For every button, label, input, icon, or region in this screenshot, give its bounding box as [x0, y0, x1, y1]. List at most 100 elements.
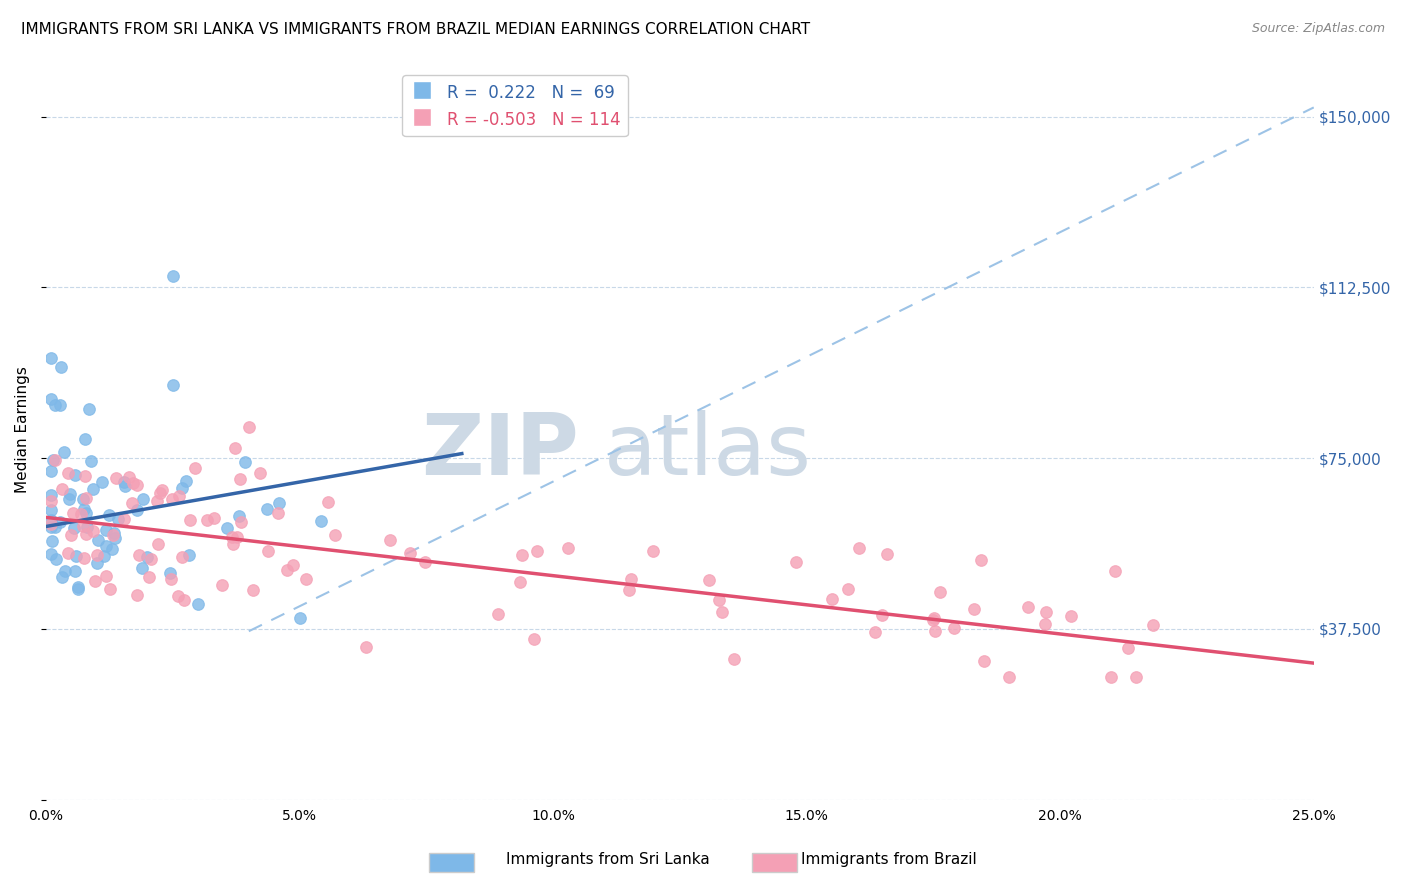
Point [1116, 640, 1139, 655]
Point [231, 516, 253, 530]
Point [86, 556, 108, 570]
Point [101, 542, 124, 557]
Point [72, 519, 94, 533]
Point [224, 441, 246, 455]
Point [323, 528, 346, 542]
Point [943, 621, 966, 635]
Point [59, 486, 82, 500]
Point [922, 613, 945, 627]
Point [380, 533, 402, 547]
Point [202, 511, 225, 525]
Point [65, 549, 87, 564]
Point [848, 541, 870, 556]
Point [557, 541, 579, 555]
Point [215, 521, 238, 535]
Point [256, 544, 278, 558]
Point [44, 399, 66, 413]
Point [73, 551, 96, 566]
Point [73, 468, 96, 483]
Point [39, 547, 62, 561]
Point [39, 494, 62, 508]
Point [39, 516, 62, 531]
Point [96, 569, 118, 583]
Point [184, 460, 207, 475]
Point [67, 582, 90, 597]
Point [49, 515, 72, 529]
Point [785, 555, 807, 569]
Point [288, 610, 311, 624]
Point [179, 548, 201, 562]
Point [510, 549, 533, 563]
Point [98, 582, 121, 597]
Point [39, 502, 62, 516]
Point [39, 488, 62, 502]
Point [73, 501, 96, 516]
Point [42, 453, 65, 467]
Point [132, 491, 155, 506]
Point [122, 476, 145, 491]
Point [118, 469, 141, 483]
Point [105, 471, 128, 485]
Point [998, 670, 1021, 684]
Point [58, 492, 80, 507]
Point [104, 531, 127, 545]
Point [98, 508, 121, 522]
Point [238, 419, 260, 434]
Point [723, 652, 745, 666]
Point [311, 514, 333, 528]
Text: ZIP: ZIP [420, 410, 578, 493]
Point [125, 503, 148, 517]
Point [138, 570, 160, 584]
Point [148, 537, 170, 551]
Point [66, 580, 89, 594]
Point [187, 597, 209, 611]
Point [103, 526, 125, 541]
Point [222, 537, 245, 551]
Point [267, 496, 290, 510]
Point [145, 494, 167, 508]
Point [136, 549, 159, 564]
Point [72, 491, 94, 506]
Point [73, 432, 96, 446]
Point [58, 546, 80, 560]
Point [970, 553, 993, 567]
Point [94, 524, 117, 538]
Point [162, 268, 184, 283]
Point [256, 501, 278, 516]
Point [139, 552, 162, 566]
Point [128, 548, 150, 562]
Point [125, 588, 148, 602]
Text: Immigrants from Sri Lanka: Immigrants from Sri Lanka [506, 852, 710, 867]
Point [44, 453, 66, 467]
Point [45, 552, 67, 566]
Point [112, 475, 135, 490]
Point [44, 520, 66, 534]
Point [131, 561, 153, 575]
Point [876, 547, 898, 561]
Point [76, 520, 98, 534]
Point [233, 455, 256, 469]
Point [174, 475, 197, 489]
Point [641, 544, 664, 558]
Point [963, 602, 986, 616]
Point [872, 607, 894, 622]
Point [169, 489, 191, 503]
Point [924, 624, 946, 638]
Point [170, 549, 193, 564]
Point [63, 468, 86, 483]
Point [127, 478, 149, 492]
Point [87, 533, 110, 547]
Point [51, 483, 73, 497]
Point [59, 528, 82, 542]
Point [924, 611, 946, 625]
Point [929, 585, 952, 599]
Text: Immigrants from Brazil: Immigrants from Brazil [801, 852, 977, 867]
Point [1099, 670, 1122, 684]
Point [617, 582, 640, 597]
Point [228, 472, 250, 486]
Point [707, 593, 730, 607]
Point [91, 475, 114, 489]
Point [697, 573, 720, 587]
Point [267, 506, 290, 520]
Point [51, 570, 73, 584]
